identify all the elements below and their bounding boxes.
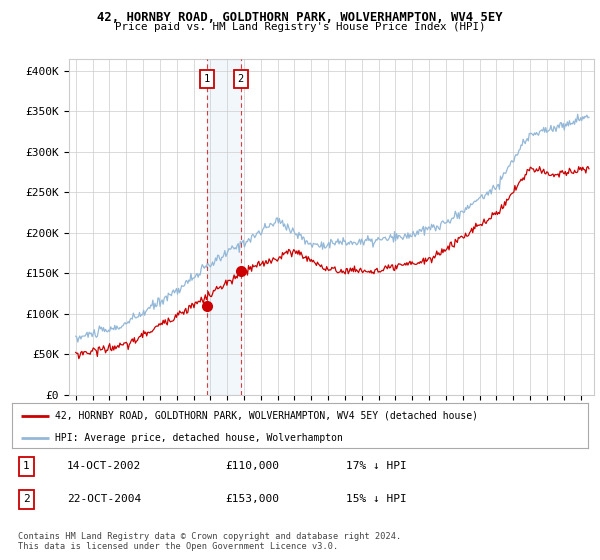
Text: Price paid vs. HM Land Registry's House Price Index (HPI): Price paid vs. HM Land Registry's House … xyxy=(115,22,485,32)
Bar xyxy=(207,59,241,395)
Text: 15% ↓ HPI: 15% ↓ HPI xyxy=(346,494,407,505)
Text: 14-OCT-2002: 14-OCT-2002 xyxy=(67,461,141,472)
Text: 2: 2 xyxy=(23,494,30,505)
Text: 1: 1 xyxy=(203,74,210,84)
Text: 22-OCT-2004: 22-OCT-2004 xyxy=(67,494,141,505)
Text: 42, HORNBY ROAD, GOLDTHORN PARK, WOLVERHAMPTON, WV4 5EY: 42, HORNBY ROAD, GOLDTHORN PARK, WOLVERH… xyxy=(97,11,503,24)
Text: 42, HORNBY ROAD, GOLDTHORN PARK, WOLVERHAMPTON, WV4 5EY (detached house): 42, HORNBY ROAD, GOLDTHORN PARK, WOLVERH… xyxy=(55,410,478,421)
Text: 1: 1 xyxy=(23,461,30,472)
Text: 2: 2 xyxy=(238,74,244,84)
Text: £153,000: £153,000 xyxy=(225,494,279,505)
Text: Contains HM Land Registry data © Crown copyright and database right 2024.
This d: Contains HM Land Registry data © Crown c… xyxy=(18,532,401,552)
Text: HPI: Average price, detached house, Wolverhampton: HPI: Average price, detached house, Wolv… xyxy=(55,433,343,443)
Text: 17% ↓ HPI: 17% ↓ HPI xyxy=(346,461,407,472)
Text: £110,000: £110,000 xyxy=(225,461,279,472)
